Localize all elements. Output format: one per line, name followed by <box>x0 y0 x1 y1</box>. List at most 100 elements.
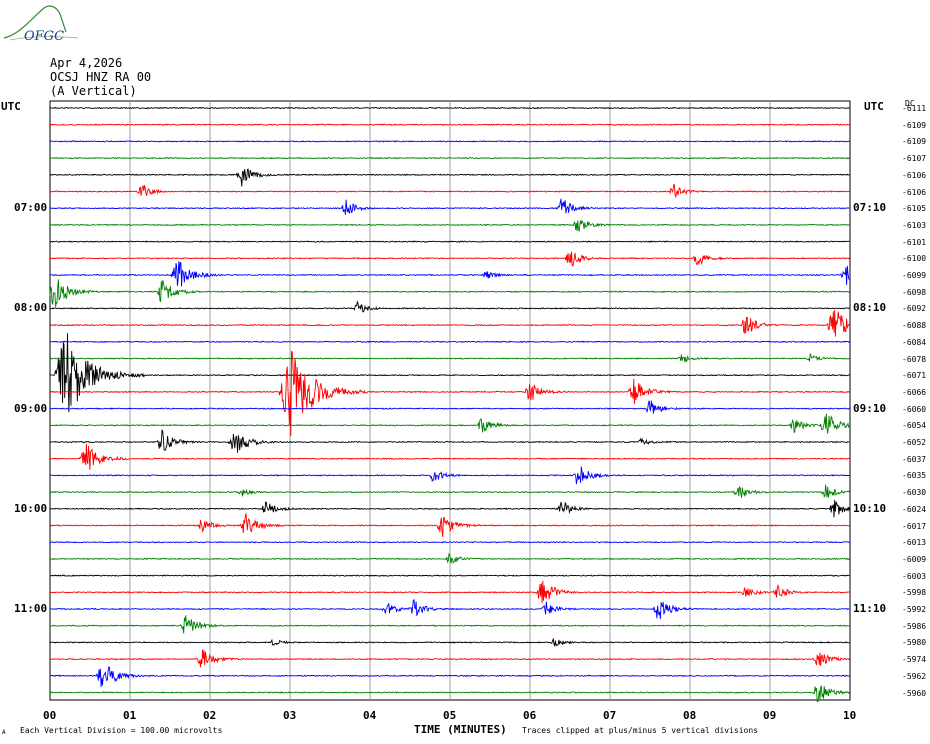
right-time-09-10: 09:10 <box>853 401 887 415</box>
dc-offset-row-12: -6092 <box>902 304 927 314</box>
x-tick-03: 03 <box>283 709 297 722</box>
trace-row-9 <box>49 251 850 267</box>
trace-row-12 <box>49 300 850 313</box>
trace-row-27 <box>49 552 850 564</box>
dc-offset-row-7: -6103 <box>902 220 927 230</box>
dc-offset-row-32: -5980 <box>902 638 927 648</box>
dc-offset-row-6: -6105 <box>902 204 927 214</box>
trace-row-17 <box>49 350 850 437</box>
right-utc-label: UTC <box>864 100 884 113</box>
dc-offset-row-15: -6078 <box>902 354 927 364</box>
trace-row-7 <box>49 220 850 232</box>
trace-row-31 <box>49 615 850 634</box>
trace-row-23 <box>49 484 850 498</box>
left-time-09-00: 09:00 <box>14 401 48 415</box>
x-tick-06: 06 <box>523 709 537 722</box>
dc-offset-row-16: -6071 <box>902 371 927 381</box>
dc-offset-row-4: -6106 <box>902 170 927 180</box>
ofgc-logo <box>3 5 79 41</box>
trace-row-34 <box>49 666 850 688</box>
trace-row-6 <box>49 198 850 215</box>
left-time-07-00: 07:00 <box>14 201 48 215</box>
footer-corner-mark: A <box>2 729 6 736</box>
header-date: Apr 4,2026 <box>50 56 123 70</box>
dc-offset-row-3: -6107 <box>902 154 927 164</box>
trace-row-14 <box>49 340 850 344</box>
dc-offset-row-9: -6100 <box>902 254 927 264</box>
x-tick-00: 00 <box>43 709 57 722</box>
dc-offset-row-0: -6111 <box>902 104 927 113</box>
x-tick-04: 04 <box>363 709 377 722</box>
trace-row-29 <box>49 580 850 604</box>
trace-row-2 <box>49 140 850 143</box>
trace-row-28 <box>49 574 850 577</box>
dc-offset-row-10: -6099 <box>902 271 927 280</box>
dc-offset-row-30: -5992 <box>902 605 927 614</box>
dc-offset-row-35: -5960 <box>902 688 927 698</box>
dc-offset-row-13: -6088 <box>902 321 927 331</box>
dc-offset-row-26: -6013 <box>902 538 927 548</box>
trace-row-16 <box>49 333 850 413</box>
dc-offset-row-21: -6037 <box>902 454 927 464</box>
x-tick-08: 08 <box>683 709 697 722</box>
trace-row-19 <box>49 413 850 434</box>
dc-label: DC <box>905 99 915 108</box>
vertical-division-note: Each Vertical Division = 100.00 microvol… <box>20 726 223 735</box>
right-time-08-10: 08:10 <box>853 301 887 315</box>
dc-offset-row-25: -6017 <box>902 521 927 531</box>
trace-row-22 <box>49 466 850 485</box>
dc-offset-row-29: -5998 <box>902 588 927 598</box>
trace-row-35 <box>49 685 850 703</box>
x-tick-07: 07 <box>603 709 617 722</box>
header-component: (A Vertical) <box>50 84 137 98</box>
trace-row-15 <box>49 353 850 363</box>
trace-row-20 <box>49 429 850 453</box>
dc-offset-row-23: -6030 <box>902 488 927 498</box>
trace-row-10 <box>49 261 850 287</box>
right-time-11-10: 11:10 <box>853 602 887 615</box>
dc-offset-row-17: -6066 <box>902 387 927 397</box>
trace-row-13 <box>49 309 850 337</box>
right-time-07-10: 07:10 <box>853 201 887 215</box>
right-time-10-10: 10:10 <box>853 501 887 515</box>
clip-note: Traces clipped at plus/minus 5 vertical … <box>522 726 759 735</box>
dc-offset-row-8: -6101 <box>902 237 927 247</box>
dc-offset-row-11: -6098 <box>902 287 927 297</box>
left-time-08-00: 08:00 <box>14 301 48 315</box>
x-tick-02: 02 <box>203 709 217 722</box>
left-time-11-00: 11:00 <box>14 602 48 615</box>
dc-offset-row-20: -6052 <box>902 438 927 447</box>
trace-row-32 <box>49 637 850 648</box>
left-time-10-00: 10:00 <box>14 501 48 515</box>
trace-row-25 <box>49 513 850 537</box>
dc-offset-row-24: -6024 <box>902 504 927 514</box>
trace-row-0 <box>49 106 850 110</box>
dc-offset-row-1: -6109 <box>902 120 927 130</box>
x-tick-09: 09 <box>763 709 777 722</box>
left-utc-label: UTC <box>1 100 21 113</box>
trace-row-18 <box>50 400 850 414</box>
trace-row-4 <box>49 168 850 187</box>
dc-offset-row-18: -6060 <box>902 404 927 414</box>
trace-row-33 <box>49 649 850 668</box>
dc-offset-row-5: -6106 <box>902 187 927 197</box>
dc-offset-row-28: -6003 <box>902 571 927 581</box>
dc-offset-row-34: -5962 <box>902 671 927 681</box>
trace-row-30 <box>49 598 850 620</box>
dc-offset-row-14: -6084 <box>902 337 927 347</box>
x-axis-title: TIME (MINUTES) <box>414 723 507 736</box>
dc-offset-row-22: -6035 <box>902 471 927 481</box>
trace-row-3 <box>49 156 850 160</box>
header-station: OCSJ HNZ RA 00 <box>50 70 152 84</box>
trace-row-1 <box>49 123 850 126</box>
dc-offset-row-27: -6009 <box>902 554 927 564</box>
trace-row-24 <box>49 499 850 518</box>
dc-offset-row-33: -5974 <box>902 655 927 665</box>
logo-text: OFGC <box>24 29 65 44</box>
x-tick-05: 05 <box>443 709 457 722</box>
trace-row-21 <box>49 443 850 470</box>
x-tick-01: 01 <box>123 709 137 722</box>
trace-row-11 <box>49 279 850 307</box>
x-tick-10: 10 <box>843 709 857 722</box>
dc-offset-row-2: -6109 <box>902 137 927 147</box>
